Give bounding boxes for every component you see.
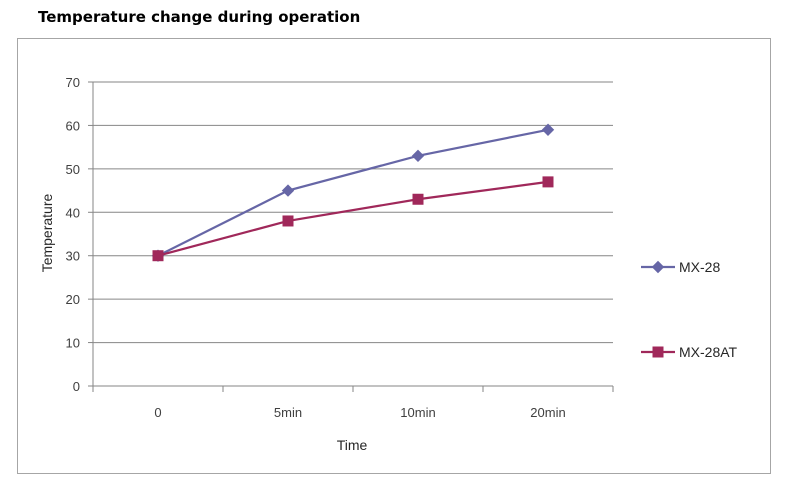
y-tick-label: 50 [66, 162, 80, 177]
legend: MX-28 MX-28AT [641, 259, 738, 360]
y-tick-label: 20 [66, 292, 80, 307]
x-tick-label: 5min [274, 405, 302, 420]
y-tick-label: 30 [66, 249, 80, 264]
data-point [412, 193, 424, 205]
data-point [541, 123, 555, 136]
series [151, 123, 555, 262]
legend-label: MX-28AT [679, 344, 738, 360]
data-point [411, 149, 425, 163]
x-tick-label: 0 [154, 405, 161, 420]
x-tick-label: 10min [400, 405, 435, 420]
axes [88, 81, 614, 392]
legend-item: MX-28 [641, 259, 720, 275]
y-tick-label: 40 [66, 205, 80, 220]
data-point [281, 184, 295, 197]
x-axis-title: Time [337, 437, 368, 453]
series-1 [152, 176, 554, 262]
gridlines [93, 81, 613, 344]
y-tick-label: 60 [66, 118, 80, 133]
data-point [542, 176, 554, 188]
y-tick-label: 70 [66, 75, 80, 90]
y-axis-title: Temperature [39, 193, 55, 272]
data-point [651, 260, 665, 274]
x-tick-label: 20min [530, 405, 565, 420]
series-line [157, 128, 549, 257]
data-point [282, 215, 294, 227]
data-point [652, 346, 664, 358]
y-tick-label: 10 [66, 336, 80, 351]
y-tick-label: 0 [73, 379, 80, 394]
series-line [157, 180, 549, 257]
y-tick-labels: 0 10 20 30 40 50 60 70 [66, 75, 80, 394]
legend-label: MX-28 [679, 259, 720, 275]
page-title: Temperature change during operation [38, 8, 361, 26]
x-tick-labels: 0 5min 10min 20min [154, 405, 565, 420]
legend-item: MX-28AT [641, 344, 738, 360]
data-point [152, 250, 164, 262]
